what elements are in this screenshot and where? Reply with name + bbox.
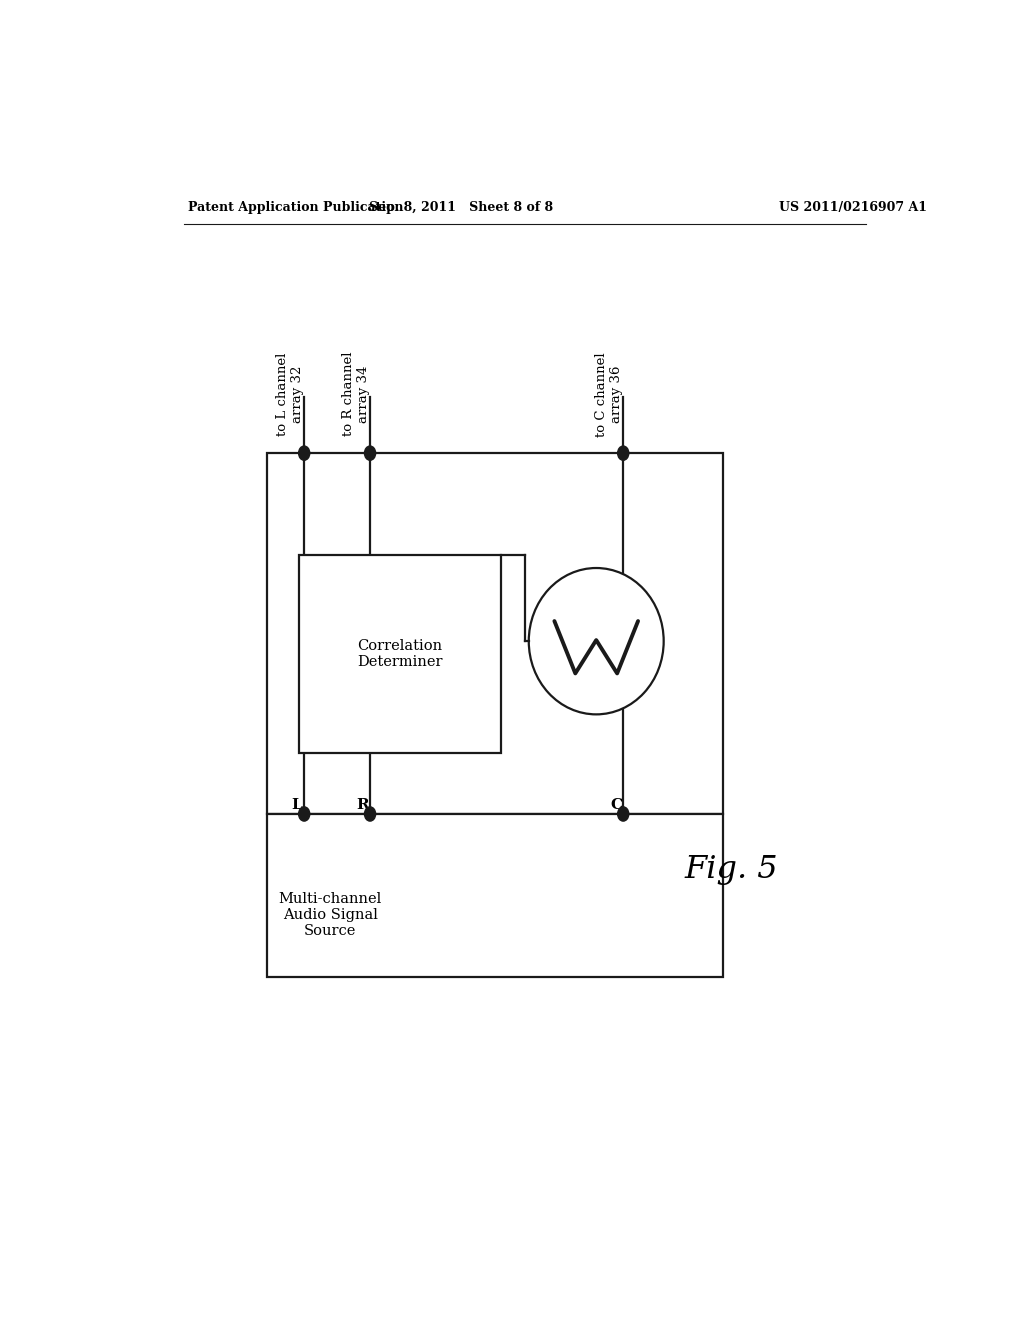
Text: L: L (292, 799, 302, 812)
Bar (267, 814, 723, 977)
Text: Multi-channel
Audio Signal
Source: Multi-channel Audio Signal Source (279, 891, 382, 939)
Text: C: C (610, 799, 623, 812)
Text: Patent Application Publication: Patent Application Publication (187, 201, 403, 214)
Text: to R channel
array 34: to R channel array 34 (342, 352, 370, 437)
Circle shape (365, 446, 376, 461)
Text: Sep. 8, 2011   Sheet 8 of 8: Sep. 8, 2011 Sheet 8 of 8 (370, 201, 553, 214)
Circle shape (299, 446, 309, 461)
Ellipse shape (528, 568, 664, 714)
Bar (299, 554, 501, 752)
Text: to L channel
array 32: to L channel array 32 (276, 352, 304, 436)
Text: R: R (355, 799, 369, 812)
Circle shape (365, 807, 376, 821)
Text: US 2011/0216907 A1: US 2011/0216907 A1 (778, 201, 927, 214)
Circle shape (299, 807, 309, 821)
Text: Fig. 5: Fig. 5 (684, 854, 778, 886)
Circle shape (617, 807, 629, 821)
Text: to C channel
array 36: to C channel array 36 (595, 352, 624, 437)
Circle shape (617, 446, 629, 461)
Bar (267, 453, 723, 814)
Text: Correlation
Determiner: Correlation Determiner (357, 639, 442, 669)
